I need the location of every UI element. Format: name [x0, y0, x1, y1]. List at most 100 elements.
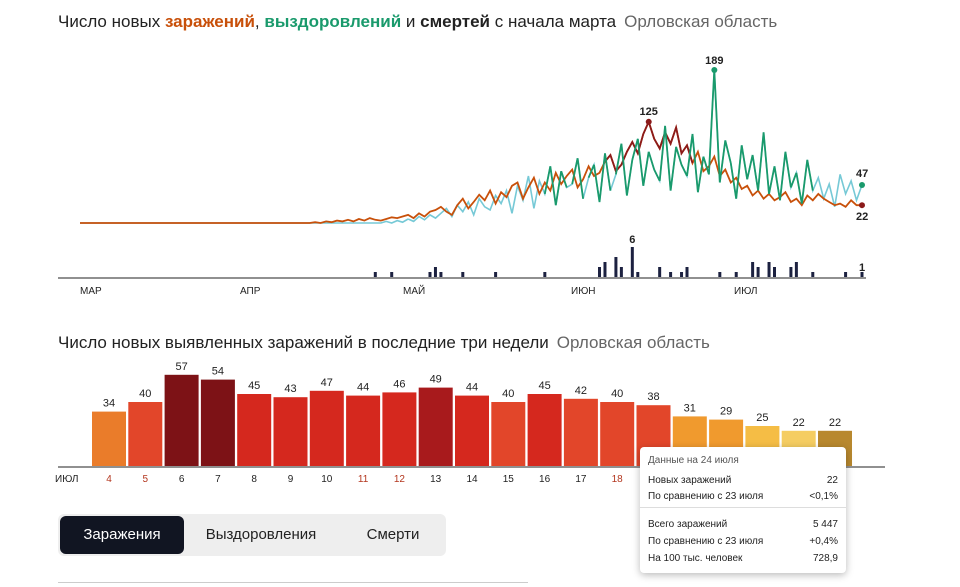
day-bar	[237, 394, 272, 466]
tooltip-label: На 100 тыс. человек	[648, 553, 743, 564]
title-text: и	[401, 12, 421, 31]
day-bar	[164, 374, 199, 466]
title-recoveries-word: выздоровлений	[264, 12, 402, 31]
bar-value-label: 34	[103, 398, 115, 410]
death-bar	[636, 272, 640, 277]
death-bar	[428, 272, 432, 277]
x-tick-label: ИЮЛ	[734, 286, 757, 297]
bar-category-label: 8	[251, 474, 257, 485]
death-bar	[751, 262, 755, 277]
title-region: Орловская область	[624, 12, 778, 31]
bar-category-label: 7	[215, 474, 221, 485]
death-bar	[439, 272, 443, 277]
recoveries-last-label: 47	[856, 168, 868, 180]
tab-recoveries[interactable]: Выздоровления	[205, 526, 317, 543]
death-bar	[461, 272, 465, 277]
day-bar	[527, 394, 562, 466]
bar-value-label: 54	[212, 366, 224, 378]
tooltip-value: <0,1%	[809, 491, 838, 502]
bar-category-label: 15	[503, 474, 515, 485]
tooltip-row: Всего заражений 5 447	[648, 519, 838, 533]
death-bar	[756, 267, 760, 277]
bar-value-label: 44	[466, 382, 478, 394]
death-bar	[433, 267, 437, 277]
recoveries-peak-dot	[711, 67, 718, 73]
tooltip-row: По сравнению с 23 июля +0,4%	[648, 536, 838, 550]
three-weeks-bar-chart: ИЮЛ 34 4 40 5 57 6 54 7 45 8 43 9 47 10 44 11 46 12 49 13 44 1…	[55, 361, 885, 485]
bar-value-label: 25	[756, 412, 768, 424]
tooltip-value: 5 447	[812, 519, 838, 530]
tooltip-row: На 100 тыс. человек 728,9	[648, 553, 838, 567]
bar-category-label: 6	[179, 474, 185, 485]
bar-category-label: 9	[288, 474, 294, 485]
bar-value-label: 29	[720, 406, 732, 418]
day-bar	[346, 395, 381, 466]
tab-infections[interactable]: Заражения	[60, 516, 184, 554]
title-text: Число новых	[58, 12, 165, 31]
death-bar	[773, 267, 777, 277]
day-bar	[563, 398, 598, 466]
death-bar	[789, 267, 793, 277]
day-bar	[273, 397, 308, 466]
death-bar	[669, 272, 673, 277]
bar-value-label: 49	[430, 374, 442, 386]
day-bar	[309, 390, 344, 466]
deaths-peak-label: 6	[629, 234, 635, 246]
bar-value-label: 57	[175, 361, 187, 373]
day-bar	[600, 402, 635, 466]
title-infections-word: заражений	[164, 12, 255, 31]
death-bar	[614, 257, 618, 277]
tooltip-value: 728,9	[812, 553, 838, 564]
death-bar	[603, 262, 607, 277]
death-bar	[598, 267, 602, 277]
bar-value-label: 22	[793, 417, 805, 429]
bar-value-label: 45	[538, 380, 550, 392]
death-bar	[390, 272, 394, 277]
bar-value-label: 40	[502, 388, 514, 400]
bar-category-label: 5	[143, 474, 149, 485]
tooltip-label: Всего заражений	[648, 519, 728, 530]
death-bar	[373, 272, 377, 277]
tab-deaths[interactable]: Смерти	[366, 526, 420, 543]
bar-category-label: 16	[539, 474, 551, 485]
death-bar	[811, 272, 815, 277]
bar-value-label: 45	[248, 380, 260, 392]
bar-value-label: 38	[647, 391, 659, 403]
death-bar	[844, 272, 848, 277]
title-deaths-word: смертей	[420, 12, 491, 31]
infections-line	[80, 119, 862, 224]
tooltip-label: По сравнению с 23 июля	[648, 536, 764, 547]
infections-peak-label: 125	[640, 106, 658, 118]
death-bar	[658, 267, 662, 277]
day-bar	[491, 402, 526, 466]
death-bar	[543, 272, 547, 277]
bar-value-label: 31	[684, 402, 696, 414]
death-bar	[718, 272, 722, 277]
tooltip-value: 22	[826, 475, 838, 486]
day-bar	[455, 395, 489, 466]
metric-tabs: Заражения Выздоровления Смерти	[58, 514, 446, 556]
death-bar	[734, 272, 738, 277]
tooltip-label: Новых заражений	[648, 475, 732, 486]
death-bar	[619, 267, 623, 277]
recoveries-peak-label: 189	[705, 55, 723, 67]
death-bar	[794, 262, 798, 277]
death-bar	[767, 262, 771, 277]
bar-category-label: 10	[321, 474, 333, 485]
x-tick-label: МАР	[80, 286, 102, 297]
bar-axis-month-label: ИЮЛ	[55, 474, 78, 485]
bar-category-label: 18	[612, 474, 624, 485]
bar-value-label: 40	[611, 388, 623, 400]
day-bar	[92, 411, 126, 466]
recoveries-high-segments	[543, 69, 814, 206]
main-chart-title: Число новых заражений, выздоровлений и с…	[58, 12, 777, 32]
timeline-chart: МАР АПР МАЙ ИЮН ИЮЛ 189 125 6 47 22 1	[58, 55, 868, 297]
death-bar	[685, 267, 689, 277]
deaths-last-label: 1	[859, 262, 865, 274]
title-text: ,	[254, 12, 265, 31]
bar-title-text: Число новых выявленных заражений в после…	[58, 333, 549, 352]
day-bar	[418, 387, 453, 466]
death-bar	[494, 272, 498, 277]
day-bar	[128, 402, 163, 466]
bar-category-label: 12	[394, 474, 406, 485]
